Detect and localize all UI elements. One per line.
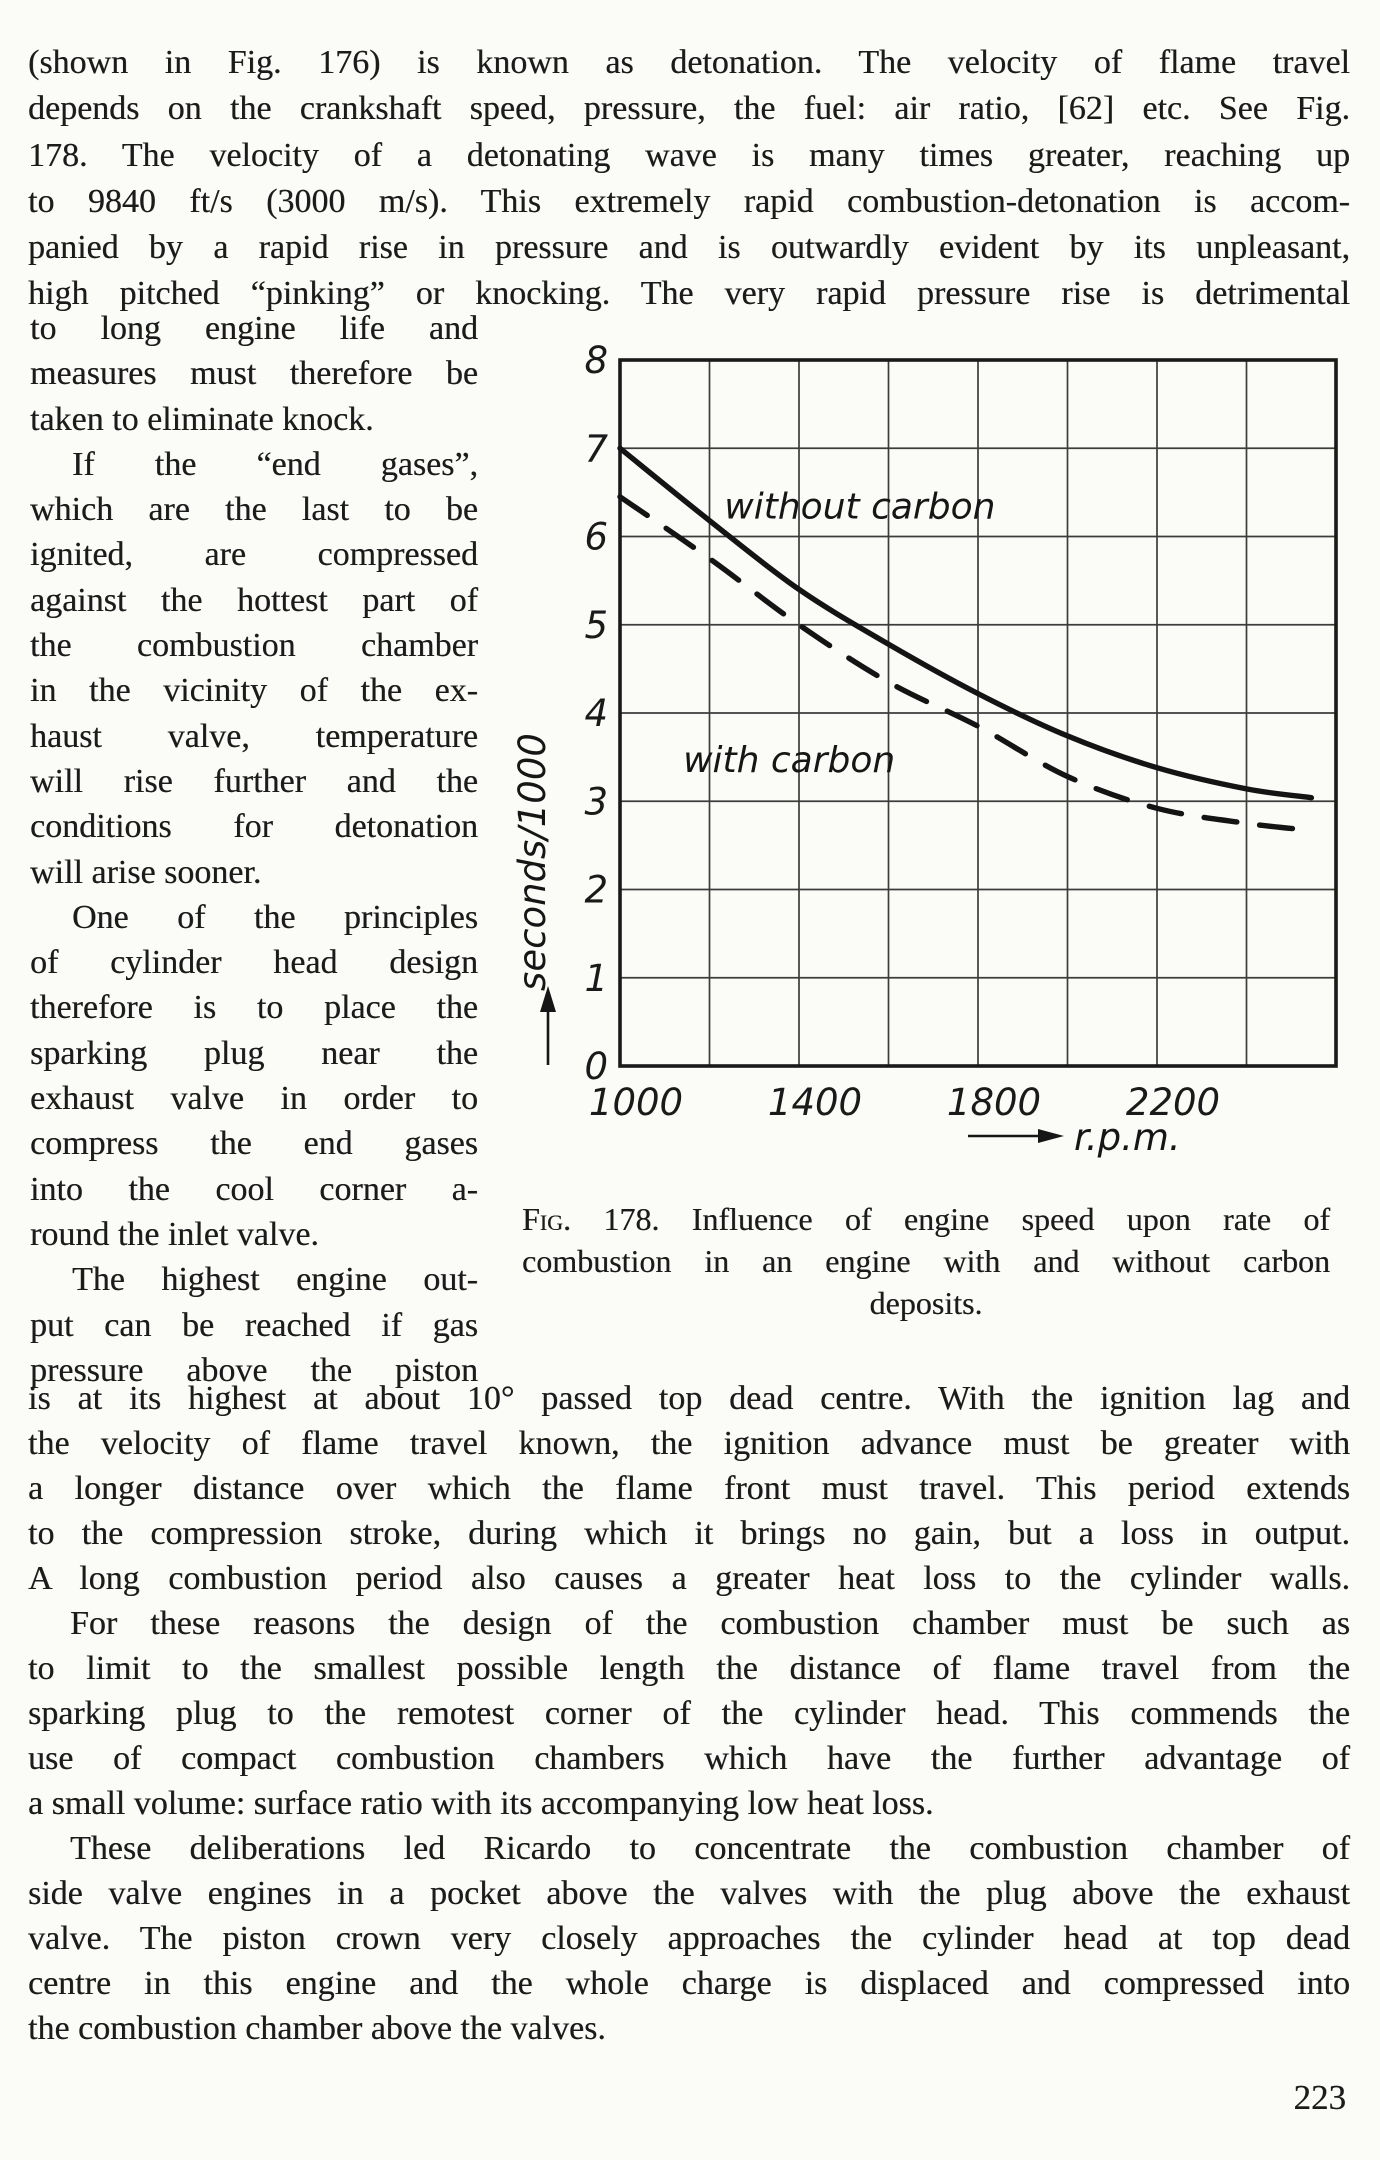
- page-number: 223: [1293, 2078, 1347, 2117]
- y-axis-arrow-head: [540, 986, 556, 1012]
- curve-label-with-carbon: with carbon: [683, 740, 895, 781]
- text-line: will arise sooner.: [30, 853, 262, 891]
- text-line: If the “end gases”,: [72, 445, 478, 483]
- text-line: (shown in Fig. 176) is known as detonati…: [28, 44, 1350, 81]
- text-line: ignited, are compressed: [30, 536, 478, 574]
- x-axis-arrow-head: [1038, 1129, 1064, 1143]
- text-line: 178. The velocity of a detonating wave i…: [28, 136, 1350, 174]
- text-line: For these reasons the design of the comb…: [70, 1605, 1350, 1642]
- caption-text: 178. Influence of engine speed upon rate…: [571, 1201, 1330, 1237]
- bottom-paragraphs: is at its highest at about 10° passed to…: [28, 1376, 1350, 2051]
- text-line: therefore is to place the: [30, 989, 478, 1027]
- curve-with-carbon: [617, 494, 1315, 834]
- text-line: the combustion chamber above the valves.: [28, 2010, 606, 2047]
- text-line: of cylinder head design: [30, 944, 478, 982]
- text-line: to limit to the smallest possible length…: [28, 1650, 1350, 1687]
- curve-label-without-carbon: without carbon: [724, 487, 995, 528]
- text-line: use of compact combustion chambers which…: [28, 1740, 1350, 1777]
- top-paragraph: (shown in Fig. 176) is known as detonati…: [28, 40, 1350, 318]
- text-line: measures must therefore be: [30, 355, 478, 393]
- text-line: The highest engine out-: [72, 1261, 478, 1299]
- y-tick-label: 6: [584, 516, 608, 559]
- text-line: exhaust valve in order to: [30, 1080, 478, 1118]
- figure-178: without carbon with carbon 1000 1400 1800 220…: [490, 339, 1360, 1340]
- text-line: One of the principles: [72, 898, 478, 936]
- y-tick-label: 1: [584, 957, 608, 1000]
- text-line: depends on the crankshaft speed, pressur…: [28, 90, 1350, 128]
- y-tick-label: 5: [584, 604, 608, 647]
- text-line: sparking plug to the remotest corner of …: [28, 1695, 1350, 1732]
- left-column: to long engine life and measures must the…: [30, 306, 478, 1393]
- figure-caption: Fig. 178. Influence of engine speed upon…: [522, 1198, 1330, 1324]
- text-line: put can be reached if gas: [30, 1306, 478, 1344]
- text-line: round the inlet valve.: [30, 1215, 319, 1253]
- text-line: which are the last to be: [30, 491, 478, 529]
- text-line: haust valve, temperature: [30, 717, 478, 755]
- x-tick-label: 1400: [768, 1081, 862, 1124]
- figure-label: Fig.: [522, 1201, 572, 1237]
- curve-without-carbon: [617, 445, 1315, 801]
- y-tick-label: 7: [584, 427, 608, 470]
- y-tick-label: 4: [584, 692, 608, 735]
- text-line: the velocity of flame travel known, the …: [28, 1425, 1350, 1462]
- text-line: the combustion chamber: [30, 627, 478, 665]
- text-line: compress the end gases: [30, 1125, 478, 1163]
- caption-line: Fig. 178. Influence of engine speed upon…: [522, 1198, 1330, 1240]
- fig-178-line-chart: without carbon with carbon 1000 1400 1800 220…: [511, 339, 1338, 1159]
- text-line: side valve engines in a pocket above the…: [28, 1875, 1350, 1912]
- text-line: into the cool corner a-: [30, 1170, 478, 1208]
- y-tick-label: 0: [584, 1045, 608, 1088]
- text-line: will rise further and the: [30, 762, 478, 800]
- text-line: to the compression stroke, during which …: [28, 1515, 1350, 1552]
- text-line: taken to eliminate knock.: [30, 400, 374, 438]
- text-line: A long combustion period also causes a g…: [28, 1560, 1350, 1597]
- x-tick-label: 2200: [1126, 1081, 1220, 1124]
- text-line: valve. The piston crown very closely app…: [28, 1920, 1350, 1957]
- text-line: in the vicinity of the ex-: [30, 672, 478, 710]
- text-line: to long engine life and: [30, 310, 478, 347]
- text-line: panied by a rapid rise in pressure and i…: [28, 229, 1350, 267]
- text-line: pressure above the piston: [30, 1351, 478, 1389]
- caption-line: combustion in an engine with and without…: [522, 1243, 1330, 1279]
- text-line: These deliberations led Ricardo to conce…: [70, 1830, 1350, 1867]
- y-tick-label: 2: [584, 869, 608, 912]
- text-line: a longer distance over which the flame f…: [28, 1470, 1350, 1507]
- text-line: sparking plug near the: [30, 1034, 478, 1072]
- y-tick-label: 3: [584, 780, 608, 823]
- y-tick-label: 8: [584, 340, 608, 382]
- text-line: to 9840 ft/s (3000 m/s). This extremely …: [28, 182, 1350, 220]
- x-tick-label: 1800: [947, 1081, 1041, 1124]
- text-line: conditions for detonation: [30, 808, 478, 846]
- plot-border: [618, 358, 1338, 1068]
- text-line: against the hottest part of: [30, 581, 478, 619]
- text-line: is at its highest at about 10° passed to…: [28, 1380, 1350, 1417]
- x-axis-label: r.p.m.: [1074, 1116, 1181, 1159]
- text-line: centre in this engine and the whole char…: [28, 1965, 1350, 2002]
- x-tick-label: 1000: [589, 1081, 683, 1124]
- caption-line: deposits.: [869, 1285, 983, 1321]
- text-line: high pitched “pinking” or knocking. The …: [28, 275, 1350, 313]
- text-line: a small volume: surface ratio with its a…: [28, 1785, 934, 1822]
- y-axis-label: seconds/1000: [511, 733, 554, 991]
